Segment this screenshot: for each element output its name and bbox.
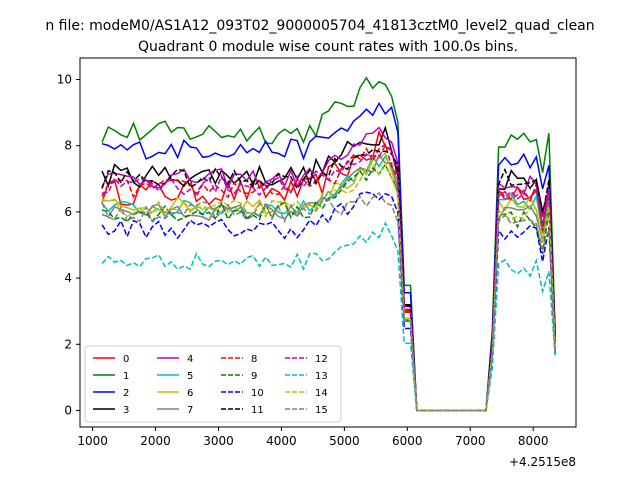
legend-label-13: 13 bbox=[315, 371, 328, 382]
x-tick-label: 7000 bbox=[455, 434, 486, 448]
legend-label-0: 0 bbox=[123, 354, 129, 365]
y-tick-label: 10 bbox=[57, 73, 72, 87]
legend-label-4: 4 bbox=[187, 354, 193, 365]
x-tick-label: 3000 bbox=[203, 434, 234, 448]
y-tick-label: 2 bbox=[64, 337, 72, 351]
y-tick-label: 0 bbox=[64, 403, 72, 417]
legend-label-15: 15 bbox=[315, 405, 328, 416]
y-axis: 0 2 4 6 8 10 bbox=[57, 73, 80, 417]
x-offset-label: +4.2515e8 bbox=[509, 455, 576, 469]
legend-label-9: 9 bbox=[251, 371, 257, 382]
y-tick-label: 4 bbox=[64, 271, 72, 285]
x-axis: 1000 2000 3000 4000 5000 6000 7000 8000 bbox=[77, 427, 548, 448]
legend-label-8: 8 bbox=[251, 354, 257, 365]
x-tick-label: 2000 bbox=[140, 434, 171, 448]
chart-title: Quadrant 0 module wise count rates with … bbox=[138, 39, 518, 55]
legend-label-2: 2 bbox=[123, 388, 129, 399]
chart-suptitle: n file: modeM0/AS1A12_093T02_9000005704_… bbox=[45, 18, 594, 34]
legend-label-10: 10 bbox=[251, 388, 264, 399]
series-line-14 bbox=[101, 160, 556, 412]
x-tick-label: 1000 bbox=[77, 434, 108, 448]
y-tick-label: 6 bbox=[64, 205, 72, 219]
legend-label-3: 3 bbox=[123, 405, 129, 416]
legend-label-11: 11 bbox=[251, 405, 264, 416]
legend-label-12: 12 bbox=[315, 354, 328, 365]
legend-label-1: 1 bbox=[123, 371, 129, 382]
legend-label-6: 6 bbox=[187, 388, 193, 399]
x-tick-label: 6000 bbox=[392, 434, 423, 448]
legend-label-7: 7 bbox=[187, 405, 193, 416]
x-tick-label: 5000 bbox=[329, 434, 360, 448]
legend-box bbox=[84, 345, 342, 423]
axes-border bbox=[79, 57, 577, 428]
legend-label-14: 14 bbox=[315, 388, 328, 399]
x-tick-label: 8000 bbox=[518, 434, 549, 448]
series-lines bbox=[101, 76, 556, 412]
y-tick-label: 8 bbox=[64, 139, 72, 153]
legend-label-5: 5 bbox=[187, 371, 193, 382]
x-tick-label: 4000 bbox=[266, 434, 297, 448]
series-line-15 bbox=[101, 191, 556, 412]
